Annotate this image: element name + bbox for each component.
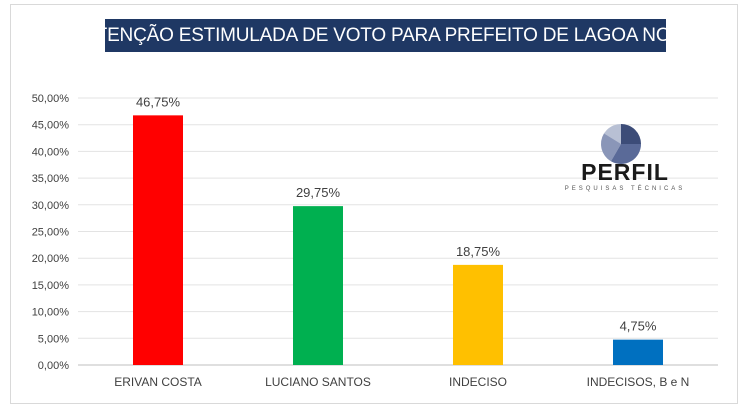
- data-label: 46,75%: [136, 94, 181, 109]
- bars: [133, 115, 663, 365]
- category-label: INDECISOS, B e N: [587, 375, 690, 389]
- data-labels: 46,75% 29,75% 18,75% 4,75%: [136, 94, 657, 333]
- y-tick-label: 0,00%: [38, 360, 69, 372]
- category-label: ERIVAN COSTA: [114, 375, 202, 389]
- x-axis: ERIVAN COSTA LUCIANO SANTOS INDECISO INDECI…: [114, 375, 689, 389]
- bar: [453, 264, 503, 365]
- y-tick-label: 15,00%: [32, 280, 70, 292]
- y-tick-label: 45,00%: [32, 120, 70, 132]
- svg-text:PERFIL: PERFIL: [581, 159, 669, 185]
- bar: [293, 206, 343, 365]
- category-label: INDECISO: [449, 375, 507, 389]
- chart-title: INTENÇÃO ESTIMULADA DE VOTO PARA PREFEIT…: [77, 24, 694, 46]
- svg-text:PESQUISAS TÉCNICAS: PESQUISAS TÉCNICAS: [565, 185, 686, 192]
- y-tick-label: 30,00%: [32, 200, 70, 212]
- bar: [133, 115, 183, 365]
- y-tick-label: 25,00%: [32, 227, 70, 239]
- y-tick-label: 40,00%: [32, 146, 70, 158]
- perfil-logo: PERFIL PESQUISAS TÉCNICAS: [556, 119, 694, 193]
- y-tick-label: 50,00%: [32, 93, 70, 105]
- data-label: 29,75%: [296, 185, 341, 200]
- data-label: 18,75%: [456, 244, 501, 259]
- bar: [613, 339, 663, 365]
- category-label: LUCIANO SANTOS: [265, 375, 371, 389]
- y-tick-label: 5,00%: [38, 333, 69, 345]
- y-axis: 0,00% 5,00% 10,00% 15,00% 20,00% 25,00% 30,00%…: [32, 93, 70, 372]
- y-tick-label: 20,00%: [32, 253, 70, 265]
- y-tick-label: 35,00%: [32, 173, 70, 185]
- y-tick-label: 10,00%: [32, 307, 70, 319]
- gridlines: [78, 97, 718, 366]
- data-label: 4,75%: [620, 319, 657, 334]
- chart-frame: [10, 4, 738, 404]
- chart-title-banner: INTENÇÃO ESTIMULADA DE VOTO PARA PREFEIT…: [77, 19, 694, 52]
